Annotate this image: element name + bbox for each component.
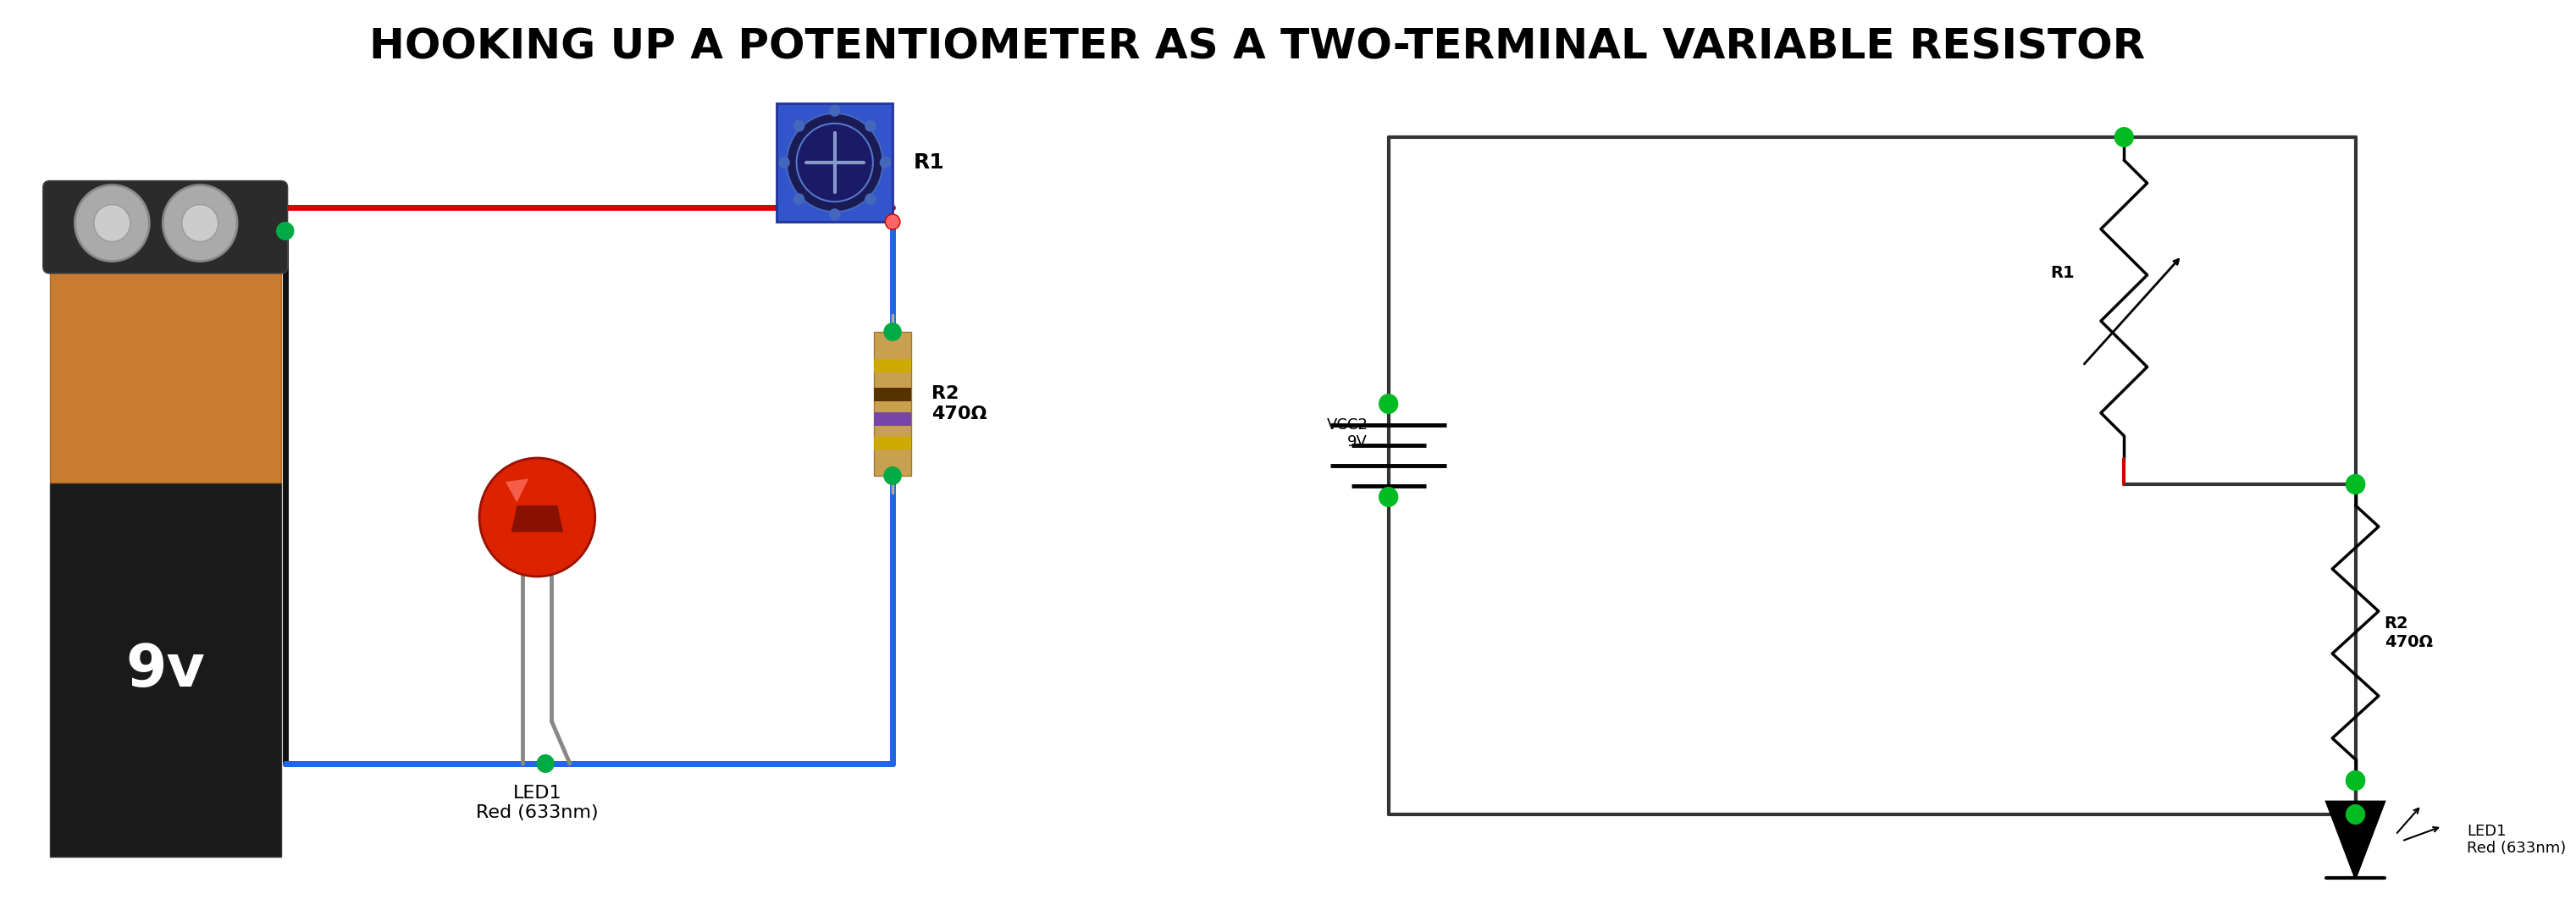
Circle shape (2347, 770, 2365, 791)
Text: LED1
Red (633nm): LED1 Red (633nm) (477, 785, 598, 822)
Text: HOOKING UP A POTENTIOMETER AS A TWO-TERMINAL VARIABLE RESISTOR: HOOKING UP A POTENTIOMETER AS A TWO-TERM… (368, 27, 2146, 68)
Polygon shape (510, 506, 564, 532)
Circle shape (884, 466, 902, 485)
Circle shape (2347, 804, 2365, 824)
Circle shape (93, 204, 131, 242)
Circle shape (866, 193, 876, 205)
Circle shape (1378, 486, 1399, 507)
Bar (873, 437, 912, 450)
Circle shape (866, 120, 876, 132)
Circle shape (793, 193, 804, 205)
Bar (49, 267, 281, 483)
Bar (873, 359, 912, 372)
Text: 9v: 9v (126, 641, 206, 698)
Bar (49, 188, 281, 267)
Bar (873, 388, 912, 401)
Circle shape (886, 214, 899, 229)
Text: R2
470Ω: R2 470Ω (933, 386, 987, 422)
Circle shape (162, 185, 237, 261)
Circle shape (884, 322, 902, 341)
Circle shape (1378, 394, 1399, 414)
Text: LED1
Red (633nm): LED1 Red (633nm) (2468, 823, 2566, 856)
Text: R1: R1 (2050, 265, 2074, 280)
Circle shape (75, 185, 149, 261)
Bar (873, 412, 912, 425)
Circle shape (479, 458, 595, 576)
Circle shape (793, 120, 804, 132)
Circle shape (829, 104, 840, 116)
Circle shape (829, 209, 840, 220)
Text: VCC2
9V: VCC2 9V (1327, 417, 1368, 450)
Polygon shape (505, 479, 528, 503)
Circle shape (2347, 474, 2365, 495)
Circle shape (786, 114, 884, 212)
FancyBboxPatch shape (778, 104, 894, 222)
Circle shape (2115, 127, 2133, 147)
Circle shape (536, 754, 554, 773)
Text: R2
470Ω: R2 470Ω (2385, 615, 2432, 649)
Circle shape (878, 157, 891, 169)
Circle shape (796, 124, 873, 202)
Text: R1: R1 (914, 152, 945, 173)
Circle shape (2347, 474, 2365, 495)
Bar (873, 332, 912, 475)
Circle shape (183, 204, 219, 242)
Polygon shape (2326, 802, 2385, 878)
Bar (49, 483, 281, 856)
FancyBboxPatch shape (44, 180, 289, 274)
Circle shape (276, 222, 294, 240)
Circle shape (778, 157, 791, 169)
Circle shape (2347, 770, 2365, 791)
